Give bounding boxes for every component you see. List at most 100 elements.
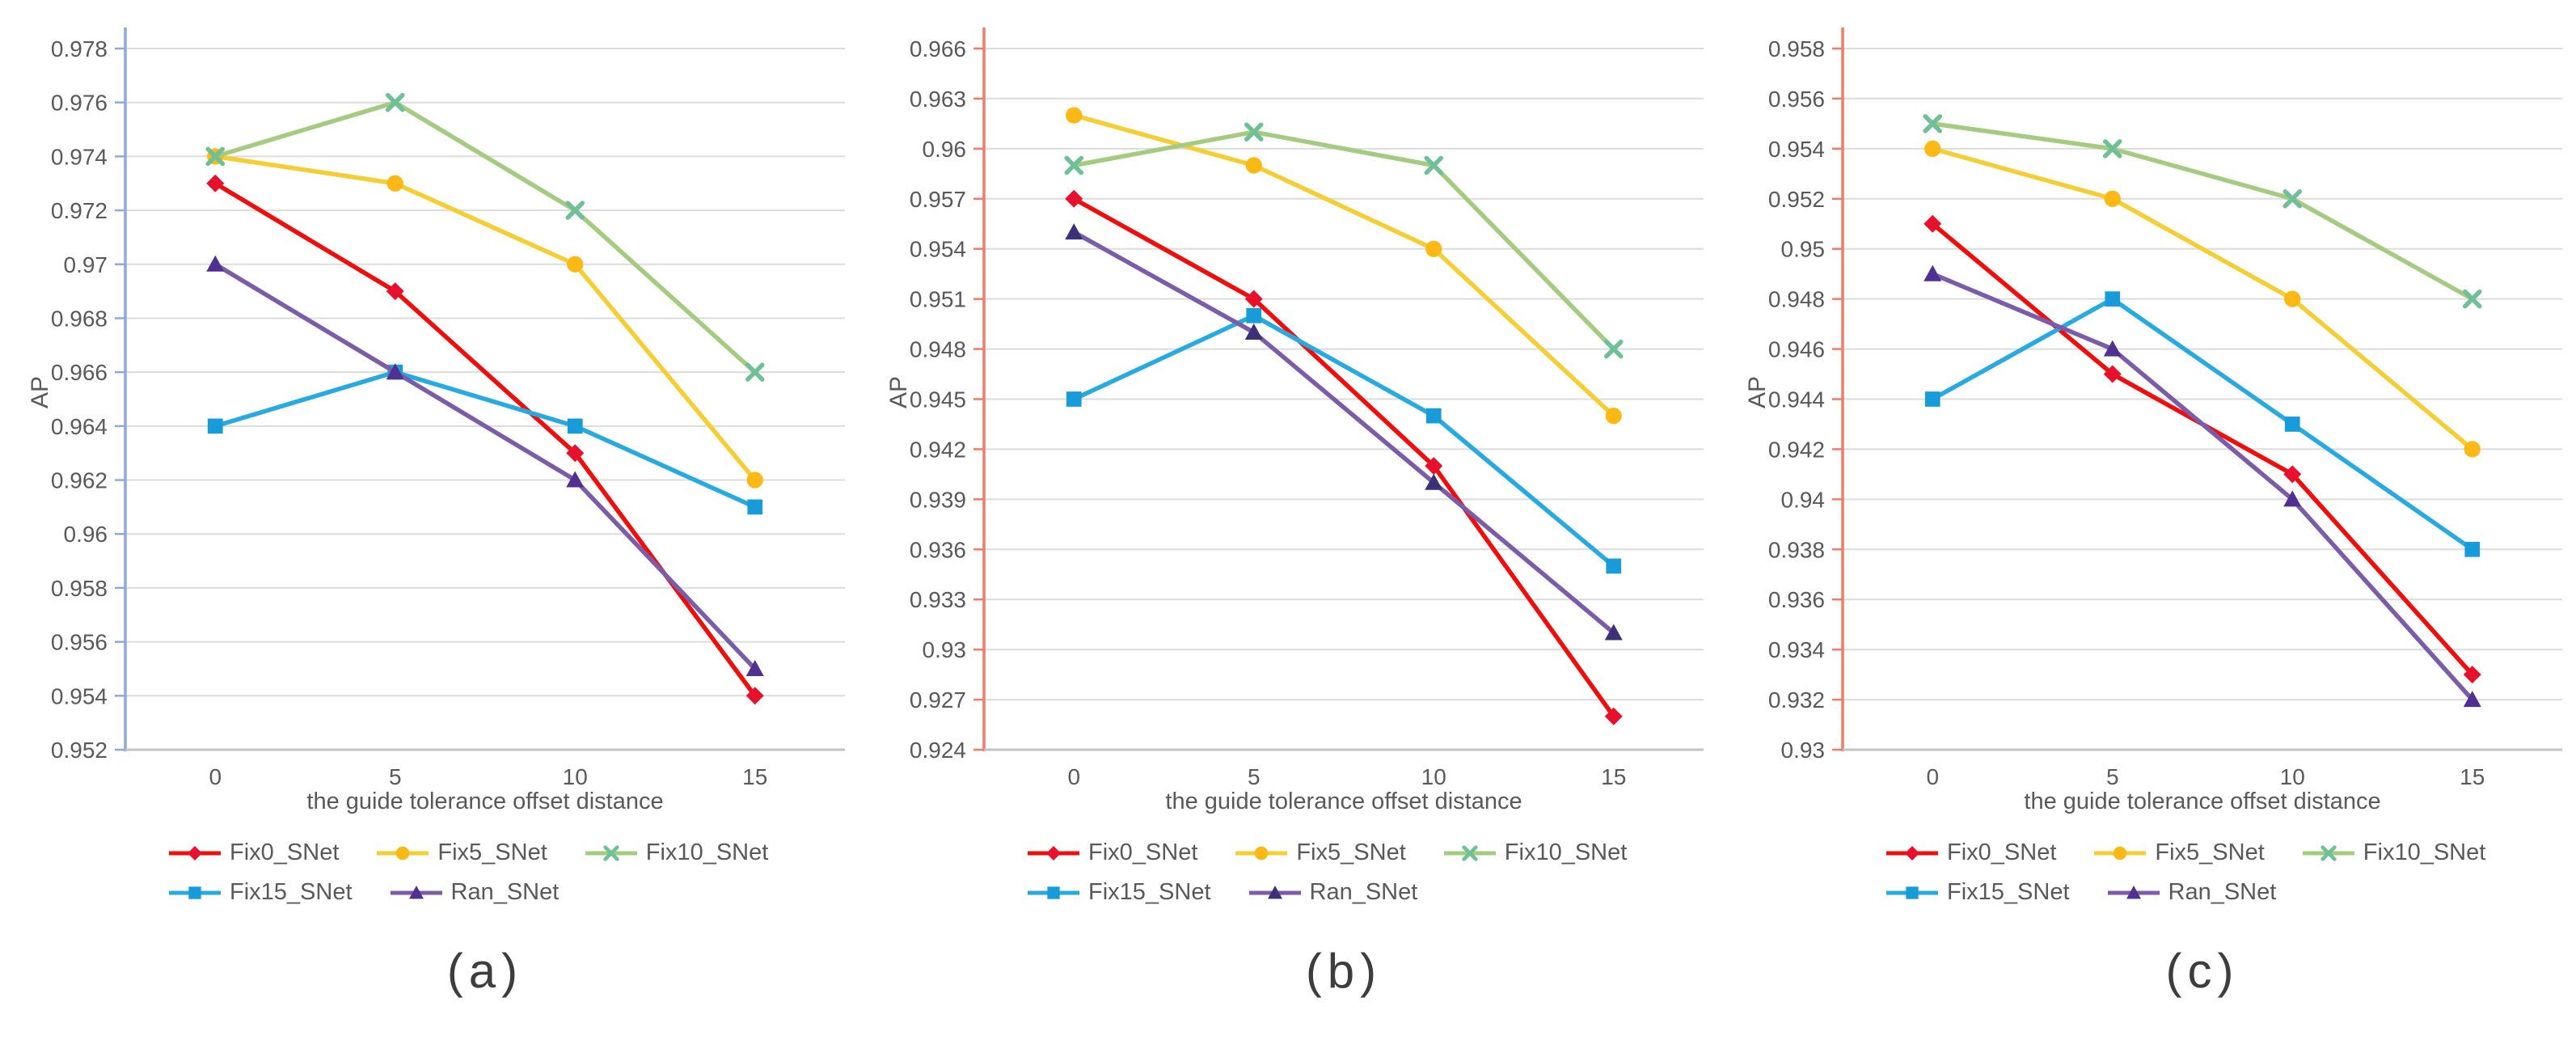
x-tick-label: 0 [1067,764,1080,789]
legend-entry-Fix0_SNet: Fix0_SNet [1027,839,1197,866]
y-tick-label: 0.978 [51,36,108,61]
marker-Fix15_SNet [1924,391,1940,407]
legend-marker-Fix15_SNet [188,886,201,899]
marker-Fix0_SNet [1425,457,1443,476]
caption-c: (c) [2165,944,2240,998]
legend: Fix0_SNet Fix5_SNet Fix10_SNet Fix15_SNet Ra… [1027,839,1717,906]
series-Ran_SNet [1924,264,2481,708]
legend-marker-Fix0_SNet [1905,845,1919,861]
marker-Fix5_SNet [1605,408,1622,425]
legend-label: Fix10_SNet [1504,839,1628,865]
marker-Ran_SNet [566,471,585,488]
y-axis-labels: 0.93 0.932 0.934 0.936 0.938 0.94 0.942 0.944 0.… [1768,36,1825,763]
marker-Fix10_SNet [2283,189,2303,209]
y-tick-label: 0.952 [51,738,108,763]
y-tick-label: 0.952 [1768,187,1825,212]
series-line-Fix0_SNet [1072,197,1615,718]
series-line-Fix0_SNet [213,181,757,697]
circle-legend-marker-icon [377,846,429,860]
marker-Fix0_SNet [1924,214,1942,233]
chart-b-plot: 0.924 0.927 0.93 0.933 0.936 0.939 0.942 0.945 0… [910,27,1704,789]
y-tick-label: 0.927 [910,687,966,713]
series-line-Fix15_SNet [1931,296,2474,552]
y-tick-label: 0.968 [51,306,108,331]
caption-a: (a) [446,944,524,998]
legend-label: Fix15_SNet [1947,879,2070,905]
legend-marker-Fix5_SNet [1255,846,1269,860]
series-Fix5_SNet [1066,107,1622,425]
legend-label: Fix15_SNet [1088,879,1211,905]
marker-Ran_SNet [745,659,764,676]
y-tick-label: 0.946 [1768,337,1825,362]
marker-Fix5_SNet [1066,107,1083,124]
marker-Fix10_SNet [565,201,585,220]
legend: Fix0_SNet Fix5_SNet Fix10_SNet Fix15_SNet Ra… [168,839,859,906]
legend-entry-Fix10_SNet: Fix10_SNet [1443,839,1628,866]
y-tick-label: 0.942 [1768,437,1825,462]
series-line-Fix5_SNet [1932,146,2474,451]
marker-Fix10_SNet [385,92,405,112]
legend-entry-Fix15_SNet: Fix15_SNet [168,879,353,906]
legend-marker-Fix5_SNet [396,846,410,860]
y-tick-label: 0.972 [51,198,108,223]
legend-entry-Fix5_SNet: Fix5_SNet [1235,839,1406,866]
y-tick-label: 0.933 [910,587,966,612]
y-tick-label: 0.954 [910,237,966,262]
legend-entry-Fix5_SNet: Fix5_SNet [376,839,547,866]
legend-row: Fix15_SNet Ran_SNet [1886,879,2576,906]
x-legend-marker-icon [1443,844,1496,861]
chart-a: AP 0.952 0.954 0.956 0.958 0.96 0.962 0.964 0.9… [0,0,859,1053]
y-tick-label: 0.942 [910,437,966,462]
marker-Fix10_SNet [1064,155,1084,176]
diamond-legend-marker-icon [1886,845,1938,861]
y-tick-label: 0.93 [1781,738,1826,763]
y-tick-label: 0.974 [51,144,108,169]
legend-row: Fix0_SNet Fix5_SNet Fix10_SNet [1886,839,2576,866]
y-axis-labels: 0.952 0.954 0.956 0.958 0.96 0.962 0.964 0.966 0… [51,36,108,763]
y-tick-label: 0.951 [910,287,966,312]
y-axis-labels: 0.924 0.927 0.93 0.933 0.936 0.939 0.942 0.945 0… [910,36,966,763]
y-tick-label: 0.93 [923,637,967,662]
legend-entry-Fix15_SNet: Fix15_SNet [1886,879,2070,906]
y-tick-label: 0.932 [1768,687,1825,713]
legend-entry-Fix5_SNet: Fix5_SNet [2093,839,2265,866]
square-legend-marker-icon [169,886,221,899]
x-legend-marker-icon [2302,844,2354,861]
marker-Fix0_SNet [1604,707,1623,725]
legend-label: Fix15_SNet [230,879,353,905]
y-tick-label: 0.934 [1768,637,1825,662]
series-line-Fix10_SNet [1073,129,1615,351]
chart-c: AP 0.93 0.932 0.934 0.936 0.938 0.94 0.942 0.94… [1717,0,2576,1053]
x-axis-title: the guide tolerance offset distance [1165,789,1522,814]
triangle-legend-marker-icon [2107,885,2160,899]
legend-row: Fix15_SNet Ran_SNet [1027,879,1717,906]
series-line-Fix15_SNet [1073,313,1615,569]
y-tick-label: 0.936 [1768,587,1825,612]
x-tick-label: 0 [1926,764,1939,789]
chart-b: AP 0.924 0.927 0.93 0.933 0.936 0.939 0.942 0.9… [859,0,1717,1053]
marker-Fix0_SNet [745,687,764,705]
legend-label: Fix5_SNet [1296,839,1406,865]
square-legend-marker-icon [1028,886,1079,899]
y-tick-label: 0.938 [1768,537,1825,562]
series-line-Ran_SNet [213,262,757,670]
x-tick-label: 10 [1421,764,1446,789]
marker-Fix0_SNet [206,174,225,192]
marker-Ran_SNet [2283,490,2302,507]
marker-Ran_SNet [386,363,404,380]
legend-marker-Ran_SNet [408,885,424,899]
diamond-legend-marker-icon [169,845,221,861]
diamond-legend-marker-icon [1028,845,1079,861]
x-tick-label: 5 [1248,764,1261,789]
legend: Fix0_SNet Fix5_SNet Fix10_SNet Fix15_SNet Ra… [1886,839,2576,906]
marker-Ran_SNet [1425,473,1443,490]
legend-marker-Fix10_SNet [1462,844,1478,861]
y-tick-label: 0.95 [1781,237,1826,262]
x-tick-label: 15 [1601,764,1626,789]
y-tick-label: 0.97 [64,252,108,277]
series-Fix10_SNet [1923,114,2482,309]
legend-marker-Fix10_SNet [2321,844,2337,861]
legend-label: Ran_SNet [1309,879,1418,905]
legend-row: Fix0_SNet Fix5_SNet Fix10_SNet [168,839,859,866]
marker-Fix10_SNet [2462,289,2482,309]
